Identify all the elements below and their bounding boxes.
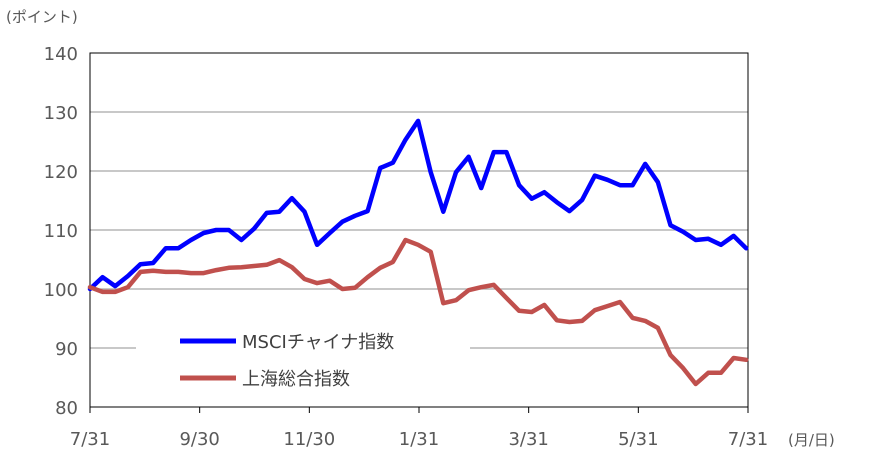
x-tick-label: 7/31 [70,429,110,450]
series-line-msci-china [87,118,749,292]
legend-label-msci: MSCIチャイナ指数 [242,332,394,353]
x-tick-label: 5/31 [618,429,658,450]
y-axis-label: (ポイント) [6,8,78,26]
x-tick-label: 9/30 [179,429,219,450]
series-line-shanghai-composite [87,237,749,387]
y-tick-label: 140 [44,44,78,65]
y-tick-label: 110 [44,221,78,242]
x-tick-label: 7/31 [728,429,768,450]
legend-background [136,324,470,396]
x-tick-label: 1/31 [399,429,439,450]
y-tick-labels: 80 90 100 110 120 130 140 [44,44,78,419]
series-lines [87,118,749,387]
gridlines [90,111,748,349]
x-tick-labels: 7/31 9/30 11/30 1/31 3/31 5/31 7/31 [70,407,768,450]
y-tick-label: 100 [44,280,78,301]
legend-label-shanghai: 上海総合指数 [242,369,350,390]
x-tick-label: 3/31 [508,429,548,450]
x-tick-label: 11/30 [283,429,335,450]
y-tick-label: 90 [55,339,78,360]
y-tick-label: 80 [55,398,78,419]
x-axis-unit-label: (月/日) [788,431,835,449]
y-tick-label: 130 [44,103,78,124]
y-tick-label: 120 [44,162,78,183]
